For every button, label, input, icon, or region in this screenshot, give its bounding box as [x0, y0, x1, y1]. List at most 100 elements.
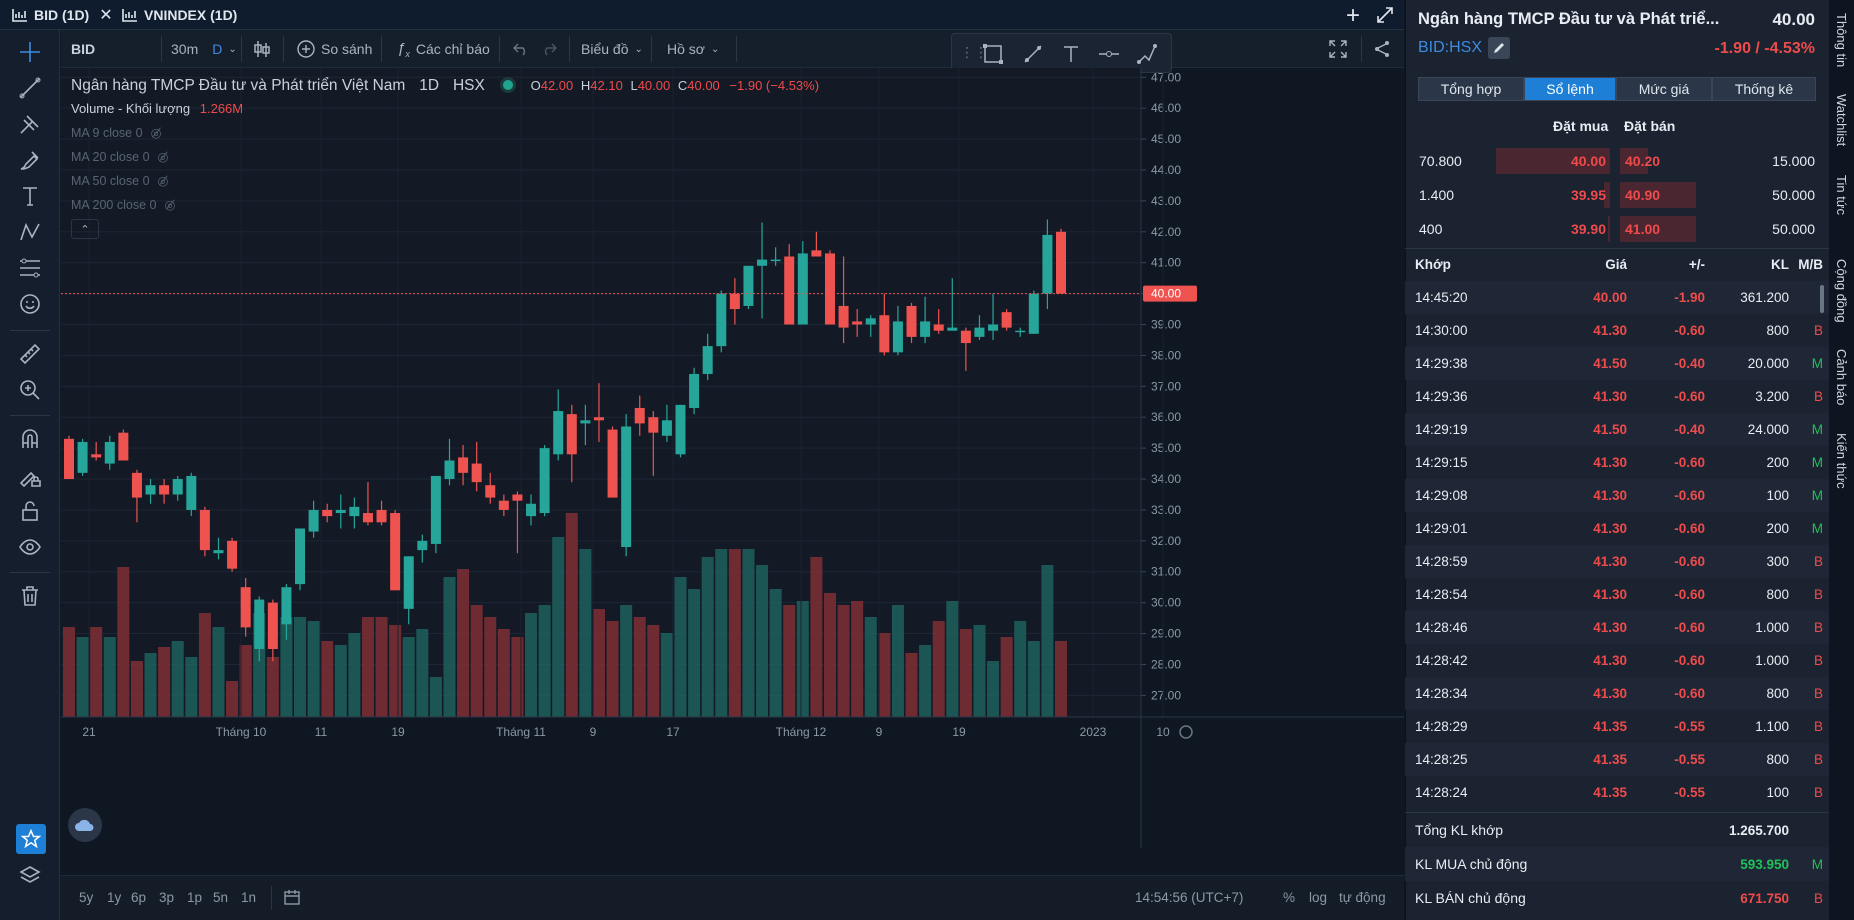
orderbook-row[interactable]: 1.400 39.95 40.90 50.000: [1405, 178, 1829, 212]
date-range-icon[interactable]: [283, 888, 301, 909]
undo-icon[interactable]: [513, 30, 529, 68]
profile-select[interactable]: Hồ sơ ⌄: [667, 30, 719, 68]
side-tab-watchlist[interactable]: Watchlist: [1834, 93, 1849, 147]
interval-select[interactable]: 30m D ⌄: [171, 30, 237, 68]
percent-toggle[interactable]: %: [1283, 890, 1296, 905]
trend-line-icon[interactable]: [16, 74, 44, 102]
magnet-icon[interactable]: [16, 425, 44, 453]
cloud-save-icon[interactable]: [68, 808, 102, 842]
seg-thong-ke[interactable]: Thống kê: [1712, 77, 1816, 101]
auto-scale-toggle[interactable]: tự động: [1339, 890, 1386, 905]
trade-row[interactable]: 14:28:34 41.30 -0.60 800 B: [1405, 677, 1829, 710]
bid-price[interactable]: 39.95: [1570, 187, 1606, 203]
eye-off-icon[interactable]: ◎̸: [157, 150, 169, 164]
ma-indicator[interactable]: MA 9 close 0 ◎̸: [71, 125, 162, 141]
side-tab-alerts[interactable]: Cảnh báo: [1834, 348, 1849, 406]
range-5y[interactable]: 5y: [79, 890, 94, 905]
eye-off-icon[interactable]: ◎̸: [150, 126, 162, 140]
range-6p[interactable]: 6p: [131, 890, 147, 905]
ask-price[interactable]: 41.00: [1625, 221, 1661, 237]
brush-icon[interactable]: [16, 146, 44, 174]
trade-row[interactable]: 14:45:20 40.00 -1.90 361.200: [1405, 281, 1829, 314]
trade-row[interactable]: 14:29:15 41.30 -0.60 200 M: [1405, 446, 1829, 479]
pitchfork-icon[interactable]: [16, 110, 44, 138]
side-tab-community[interactable]: Cộng đồng: [1834, 259, 1849, 323]
collapse-legend-button[interactable]: ⌃: [71, 219, 99, 239]
favorite-star-button[interactable]: [16, 824, 46, 854]
fib-icon[interactable]: [16, 254, 44, 282]
trade-row[interactable]: 14:28:54 41.30 -0.60 800 B: [1405, 578, 1829, 611]
ask-price[interactable]: 40.20: [1625, 153, 1661, 169]
eye-icon[interactable]: [16, 533, 44, 561]
line-tool-icon[interactable]: [1022, 43, 1044, 68]
expand-icon[interactable]: [1376, 6, 1394, 27]
side-tab-info[interactable]: Thông tin: [1834, 12, 1849, 68]
pattern-icon[interactable]: [16, 218, 44, 246]
fullscreen-icon[interactable]: [1329, 30, 1347, 68]
crosshair-icon[interactable]: [16, 38, 44, 66]
share-icon[interactable]: [1373, 30, 1391, 68]
trade-row[interactable]: 14:28:42 41.30 -0.60 1.000 B: [1405, 644, 1829, 677]
clock-time[interactable]: 14:54:56 (UTC+7): [1135, 890, 1244, 905]
trade-row[interactable]: 14:28:29 41.35 -0.55 1.100 B: [1405, 710, 1829, 743]
text-icon[interactable]: [16, 182, 44, 210]
eye-off-icon[interactable]: ◎̸: [157, 174, 169, 188]
rectangle-tool-icon[interactable]: [982, 43, 1004, 68]
bid-price[interactable]: 39.90: [1570, 221, 1606, 237]
symbol-search[interactable]: BID: [71, 30, 95, 68]
close-icon[interactable]: ✕: [99, 7, 113, 24]
horizontal-line-tool-icon[interactable]: [1098, 43, 1120, 68]
range-5n[interactable]: 5n: [213, 890, 229, 905]
emoji-icon[interactable]: [16, 290, 44, 318]
side-tab-news[interactable]: Tin tức: [1834, 174, 1849, 215]
orderbook-row[interactable]: 400 39.90 41.00 50.000: [1405, 212, 1829, 246]
range-1p[interactable]: 1p: [187, 890, 203, 905]
trade-row[interactable]: 14:29:01 41.30 -0.60 200 M: [1405, 512, 1829, 545]
seg-tong-hop[interactable]: Tổng hợp: [1418, 77, 1524, 101]
ask-price[interactable]: 40.90: [1625, 187, 1661, 203]
trade-row[interactable]: 14:29:38 41.50 -0.40 20.000 M: [1405, 347, 1829, 380]
chart-type-select[interactable]: Biểu đồ ⌄: [581, 30, 643, 68]
candle-type-icon[interactable]: [253, 30, 271, 68]
price-chart[interactable]: 47.00 46.00 45.00 44.00 43.00 42.00 41.00 40.00…: [61, 68, 1404, 848]
trade-row[interactable]: 14:30:00 41.30 -0.60 800 B: [1405, 314, 1829, 347]
trade-scrollbar[interactable]: [1820, 285, 1824, 313]
side-tab-knowledge[interactable]: Kiến thức: [1834, 433, 1849, 489]
ma-indicator[interactable]: MA 200 close 0 ◎̸: [71, 197, 176, 213]
indicators-button[interactable]: ƒx Các chỉ báo: [397, 30, 490, 68]
lock-pen-icon[interactable]: [16, 461, 44, 489]
trade-row[interactable]: 14:28:25 41.35 -0.55 800 B: [1405, 743, 1829, 776]
trade-row[interactable]: 14:28:46 41.30 -0.60 1.000 B: [1405, 611, 1829, 644]
seg-muc-gia[interactable]: Mức giá: [1616, 77, 1712, 101]
orderbook-row[interactable]: 70.800 40.00 40.20 15.000: [1405, 144, 1829, 178]
zoom-in-icon[interactable]: [16, 376, 44, 404]
drag-handle-icon[interactable]: ⋮⋮: [960, 44, 988, 60]
redo-icon[interactable]: [541, 30, 557, 68]
log-toggle[interactable]: log: [1309, 890, 1328, 905]
settings-gear-icon[interactable]: [1179, 725, 1193, 739]
range-3p[interactable]: 3p: [159, 890, 175, 905]
trade-row[interactable]: 14:28:59 41.30 -0.60 300 B: [1405, 545, 1829, 578]
trade-row[interactable]: 14:29:08 41.30 -0.60 100 M: [1405, 479, 1829, 512]
range-1y[interactable]: 1y: [107, 890, 122, 905]
text-tool-icon[interactable]: [1060, 43, 1082, 68]
trash-icon[interactable]: [16, 582, 44, 610]
layers-icon[interactable]: [16, 862, 44, 890]
bid-price[interactable]: 40.00: [1570, 153, 1606, 169]
compare-button[interactable]: So sánh: [297, 30, 372, 68]
ruler-icon[interactable]: [16, 340, 44, 368]
ticker-label[interactable]: BID:HSX: [1418, 39, 1483, 56]
trade-row[interactable]: 14:29:36 41.30 -0.60 3.200 B: [1405, 380, 1829, 413]
ma-indicator[interactable]: MA 50 close 0 ◎̸: [71, 173, 169, 189]
range-1n[interactable]: 1n: [241, 890, 257, 905]
unlock-icon[interactable]: [16, 497, 44, 525]
ma-indicator[interactable]: MA 20 close 0 ◎̸: [71, 149, 169, 165]
edit-ticker-button[interactable]: [1488, 37, 1510, 59]
add-tab-icon[interactable]: +: [1346, 2, 1361, 29]
eye-off-icon[interactable]: ◎̸: [164, 198, 176, 212]
tab-vnindex[interactable]: VNINDEX (1D): [122, 0, 237, 30]
trade-row[interactable]: 14:29:19 41.50 -0.40 24.000 M: [1405, 413, 1829, 446]
trade-row[interactable]: 14:28:24 41.35 -0.55 100 B: [1405, 776, 1829, 809]
path-tool-icon[interactable]: [1136, 43, 1158, 68]
tab-bid[interactable]: BID (1D) ✕: [12, 0, 113, 30]
